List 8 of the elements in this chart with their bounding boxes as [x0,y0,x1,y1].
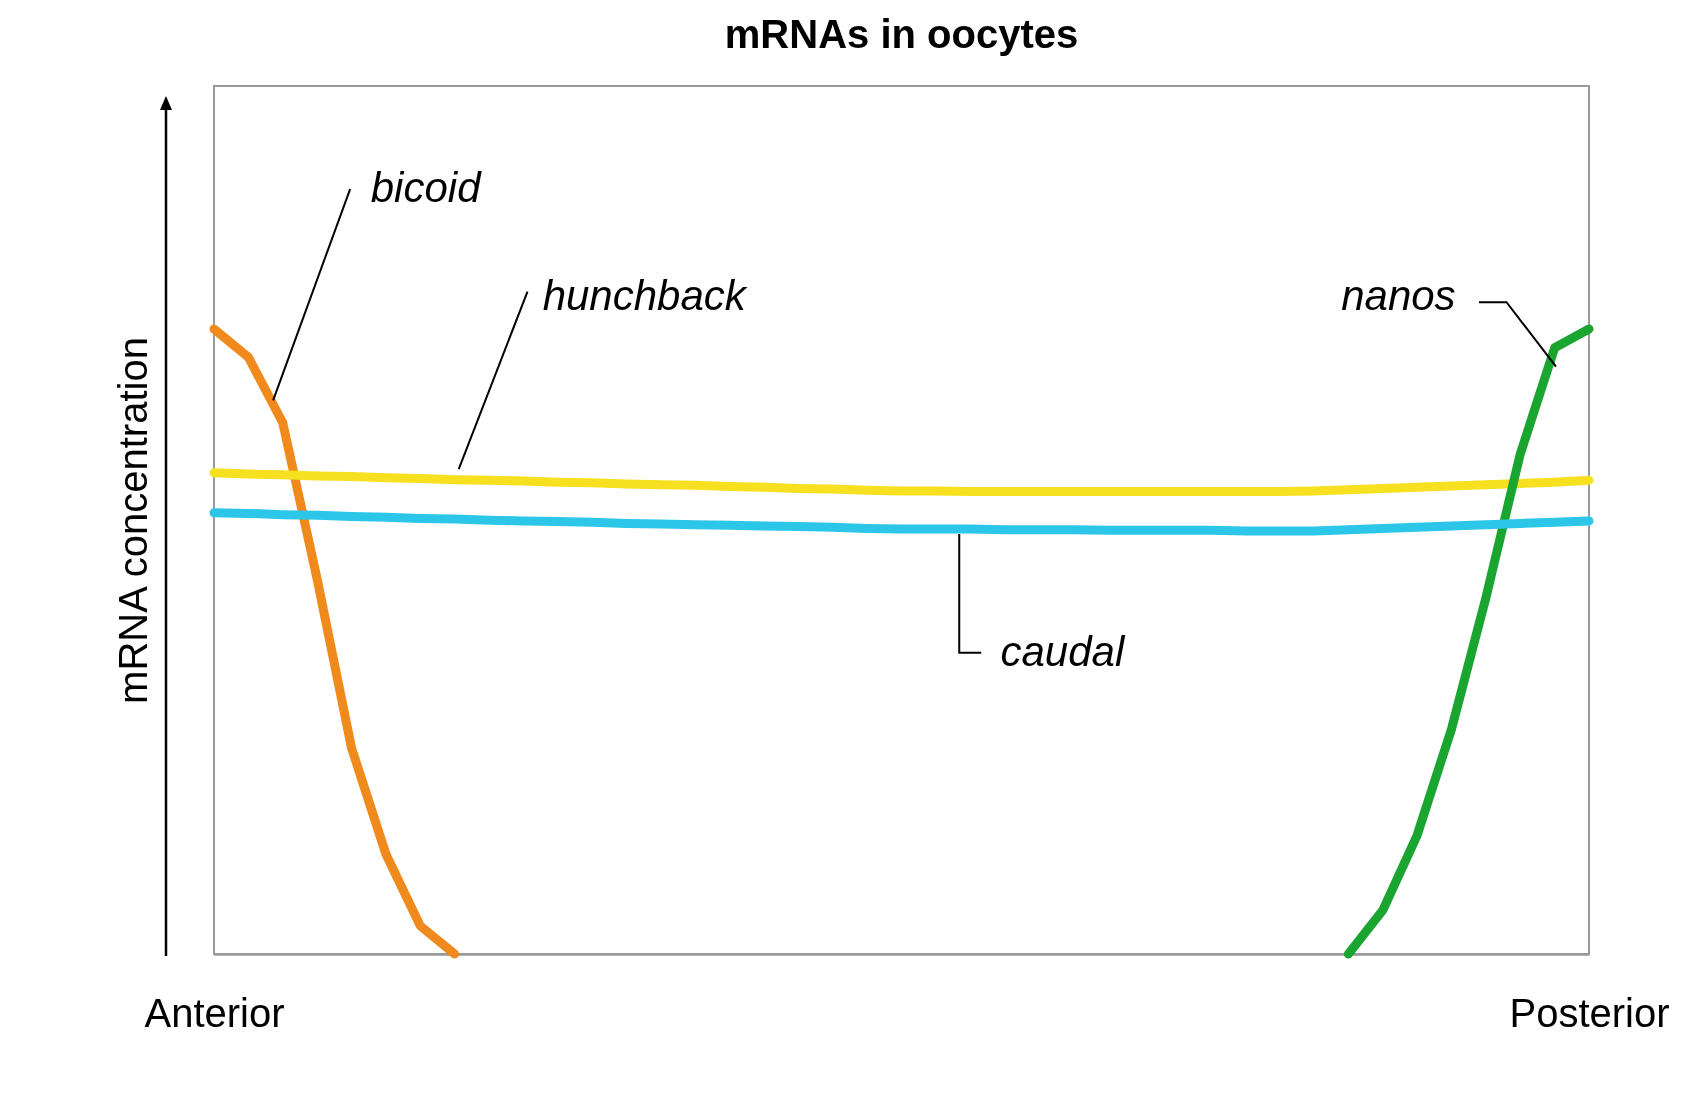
text: nanos [1341,272,1456,320]
text: caudal [1000,627,1126,675]
y-axis-title: mRNA concentration [110,337,155,704]
x-tick-label: Anterior [144,990,285,1035]
text: bicoid [370,164,483,212]
text: hunchback [542,272,748,320]
x-tick-label: Posterior [1509,990,1670,1035]
chart-title: mRNAs in oocytes [724,12,1079,56]
